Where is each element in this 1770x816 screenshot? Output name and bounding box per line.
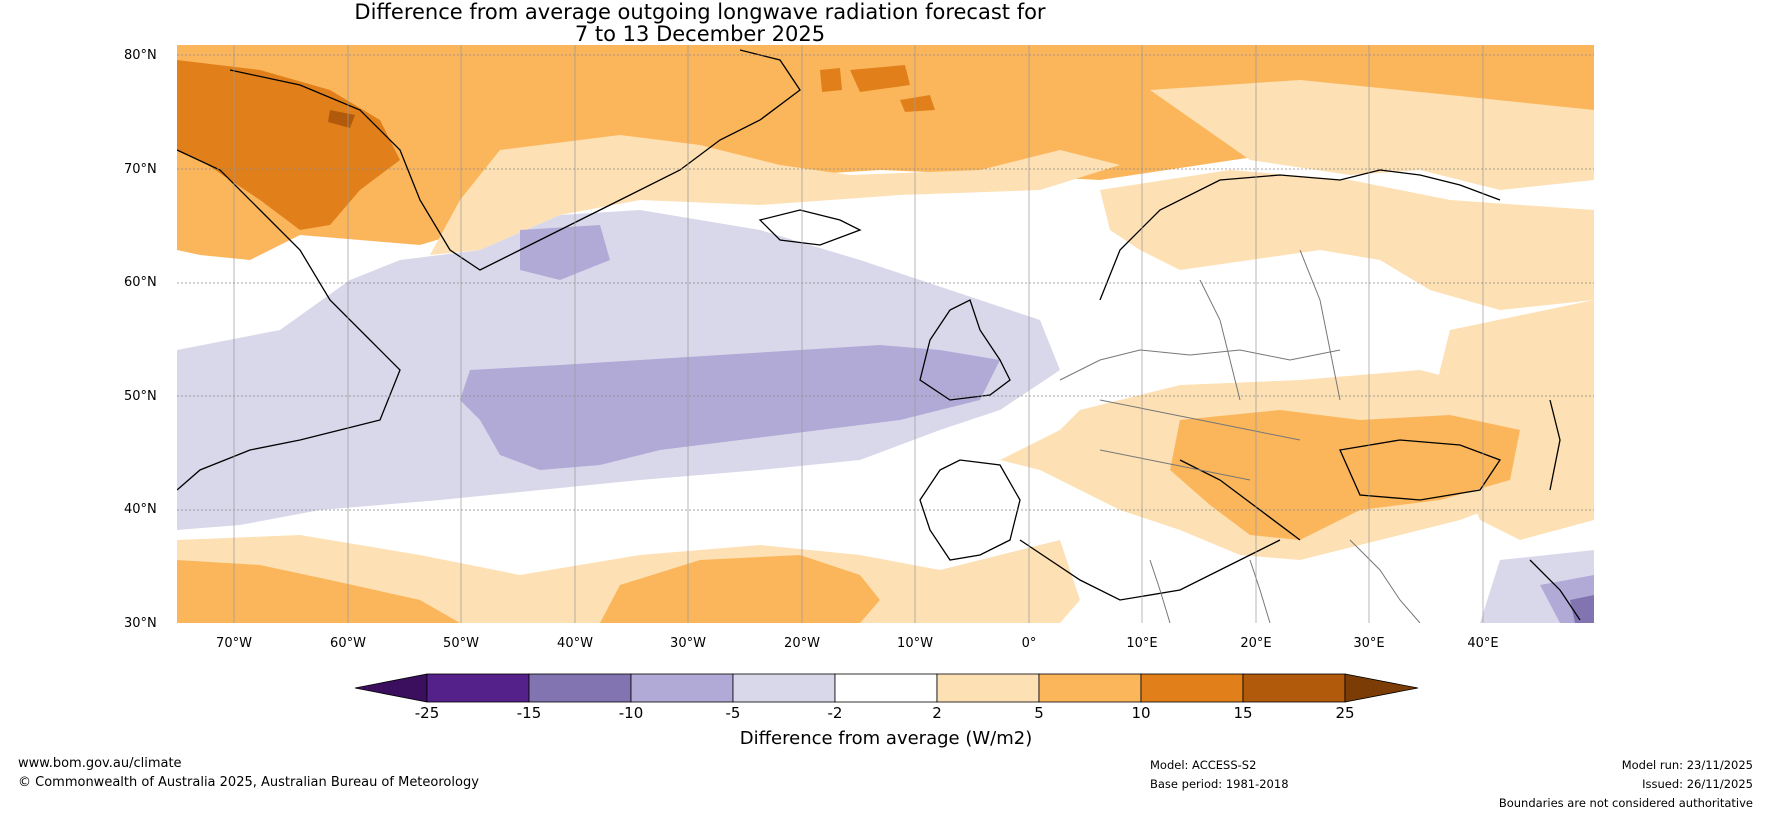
colorbar-tick: 25 <box>1335 704 1355 722</box>
colorbar-segment <box>426 673 530 703</box>
colorbar-segment <box>1038 673 1142 703</box>
base-period-text: Base period: 1981-2018 <box>1150 777 1289 791</box>
lon-label-10e: 10°E <box>1126 636 1158 651</box>
lon-label-50w: 50°W <box>443 636 479 651</box>
anomaly-region-greenland <box>177 60 400 230</box>
lon-label-30w: 30°W <box>670 636 706 651</box>
colorbar-tick: 5 <box>1034 704 1044 722</box>
lon-label-70w: 70°W <box>216 636 252 651</box>
coastlines <box>177 49 1581 621</box>
map-title-line1: Difference from average outgoing longwav… <box>354 0 1046 24</box>
lon-label-20w: 20°W <box>784 636 820 651</box>
lon-label-40e: 40°E <box>1467 636 1499 651</box>
map-title-line2: 7 to 13 December 2025 <box>574 22 826 46</box>
lon-label-20e: 20°E <box>1240 636 1272 651</box>
disclaimer-text: Boundaries are not considered authoritat… <box>1498 796 1753 810</box>
copyright-text: © Commonwealth of Australia 2025, Austra… <box>18 775 479 790</box>
map-field <box>177 45 1594 623</box>
colorbar-segment <box>834 673 938 703</box>
model-text: Model: ACCESS-S2 <box>1150 758 1257 772</box>
lat-label-50n: 50°N <box>124 389 157 404</box>
lon-label-30e: 30°E <box>1353 636 1385 651</box>
lat-label-30n: 30°N <box>124 616 157 631</box>
colorbar-segment <box>630 673 734 703</box>
colorbar-segment <box>732 673 836 703</box>
lon-label-10w: 10°W <box>897 636 933 651</box>
latitude-gridlines <box>177 54 1594 511</box>
lon-label-60w: 60°W <box>330 636 366 651</box>
colorbar-segment <box>1140 673 1244 703</box>
colorbar-segment <box>936 673 1040 703</box>
lon-label-0: 0° <box>1021 636 1037 651</box>
colorbar-arrow-max <box>1344 673 1419 703</box>
country-borders <box>1059 249 1421 623</box>
colorbar-tick: 2 <box>932 704 942 722</box>
colorbar-tick: -2 <box>827 704 843 722</box>
longitude-gridlines <box>233 45 1484 623</box>
colorbar-tick: -10 <box>618 704 644 722</box>
colorbar-title: Difference from average (W/m2) <box>739 728 1033 749</box>
lat-label-80n: 80°N <box>124 48 157 63</box>
lat-label-70n: 70°N <box>124 162 157 177</box>
colorbar-tick: 10 <box>1131 704 1151 722</box>
colorbar-tick: -25 <box>414 704 440 722</box>
colorbar-tick: -15 <box>516 704 542 722</box>
colorbar-tick: -5 <box>725 704 741 722</box>
lat-label-40n: 40°N <box>124 502 157 517</box>
website-link[interactable]: www.bom.gov.au/climate <box>18 756 182 771</box>
colorbar-segment <box>528 673 632 703</box>
colorbar <box>354 673 1419 703</box>
model-run-text: Model run: 23/11/2025 <box>1621 758 1753 772</box>
issued-text: Issued: 26/11/2025 <box>1642 777 1753 791</box>
colorbar-segment <box>1242 673 1346 703</box>
lat-label-60n: 60°N <box>124 275 157 290</box>
colorbar-tick: 15 <box>1233 704 1253 722</box>
lon-label-40w: 40°W <box>557 636 593 651</box>
colorbar-arrow-min <box>354 673 428 703</box>
